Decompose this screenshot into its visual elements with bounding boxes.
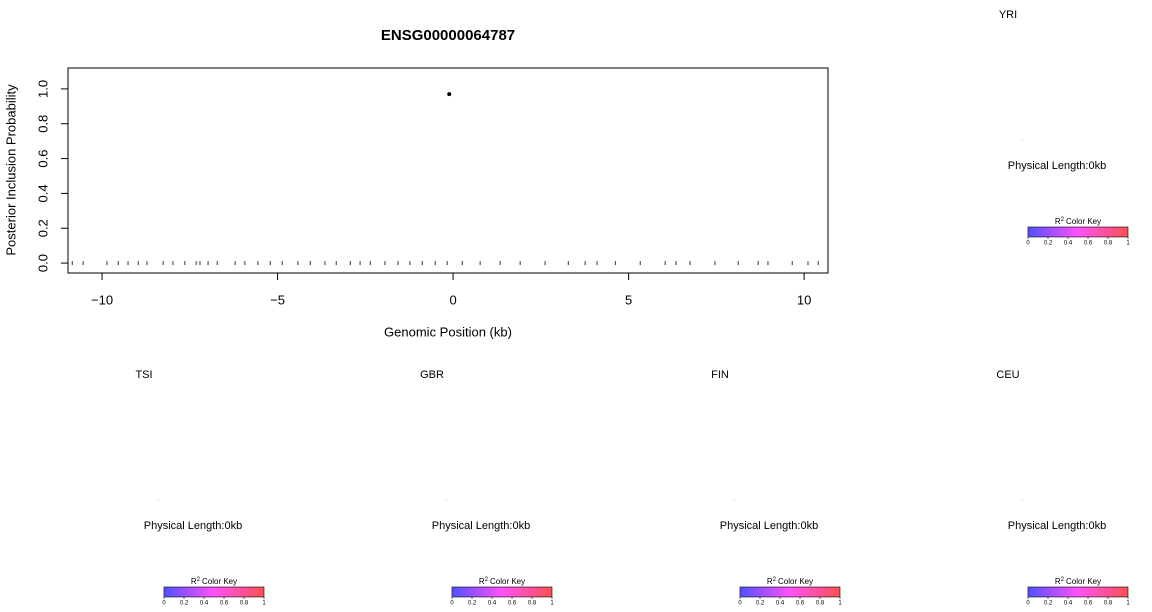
x-tick-label: 10	[797, 292, 811, 307]
ld-dot	[1021, 139, 1023, 141]
length-label: Physical Length:0kb	[432, 520, 530, 532]
key-tick-label: 0.6	[1084, 241, 1093, 247]
key-tick-label: 1	[838, 601, 842, 607]
color-key	[739, 586, 841, 598]
length-label: Physical Length:0kb	[1008, 520, 1106, 532]
key-tick-label: 0.6	[220, 601, 229, 607]
y-tick-label: 0.4	[35, 184, 50, 202]
key-tick-label: 0.4	[776, 601, 785, 607]
ld-dot	[1021, 499, 1023, 501]
key-tick-label: 1	[262, 601, 266, 607]
key-tick-label: 0.4	[1064, 601, 1073, 607]
key-tick-label: 0.4	[488, 601, 497, 607]
key-title-r: R	[1055, 577, 1061, 586]
color-key	[1027, 586, 1129, 598]
key-title-sup: 2	[773, 577, 777, 583]
key-tick-label: 1	[1126, 241, 1130, 247]
key-title-sup: 2	[1061, 217, 1065, 223]
plot-frame	[67, 67, 829, 274]
population-label: CEU	[996, 369, 1019, 381]
y-tick-label: 0.0	[35, 254, 50, 272]
key-title-r: R	[191, 577, 197, 586]
key-title-r: R	[1055, 217, 1061, 226]
key-tick-label: 0	[738, 601, 742, 607]
key-tick-label: 0.2	[1044, 601, 1053, 607]
key-tick-label: 0.8	[816, 601, 825, 607]
key-title-rest: Color Key	[490, 577, 525, 586]
key-tick-label: 0.6	[508, 601, 517, 607]
key-tick-label: 0.6	[796, 601, 805, 607]
key-tick-label: 0.2	[756, 601, 765, 607]
key-title-sup: 2	[197, 577, 201, 583]
key-tick-label: 0.4	[200, 601, 209, 607]
key-tick-label: 0	[162, 601, 166, 607]
color-key	[451, 586, 553, 598]
key-tick-label: 0.8	[240, 601, 249, 607]
key-title-rest: Color Key	[778, 577, 813, 586]
key-tick-label: 0.8	[1104, 241, 1113, 247]
key-tick-label: 0	[1026, 601, 1030, 607]
population-label: TSI	[135, 369, 152, 381]
key-tick-label: 0.8	[528, 601, 537, 607]
key-tick-label: 0.2	[468, 601, 477, 607]
point	[447, 92, 452, 97]
x-axis-title: Genomic Position (kb)	[384, 324, 512, 339]
chart-title: ENSG00000064787	[381, 27, 515, 44]
key-title: R2 Color Key	[479, 577, 525, 587]
key-title-sup: 2	[1061, 577, 1065, 583]
x-tick-label: 0	[449, 292, 456, 307]
key-tick-label: 0.2	[1044, 241, 1053, 247]
ld-dot	[445, 499, 447, 501]
x-tick-label: 5	[625, 292, 632, 307]
key-tick-label: 0	[450, 601, 454, 607]
key-title-rest: Color Key	[202, 577, 237, 586]
color-key	[163, 586, 265, 598]
key-title: R2 Color Key	[1055, 217, 1101, 227]
key-title: R2 Color Key	[191, 577, 237, 587]
y-tick-label: 0.8	[35, 115, 50, 133]
key-title-rest: Color Key	[1066, 577, 1101, 586]
y-tick-label: 0.6	[35, 150, 50, 168]
key-tick-label: 0.6	[1084, 601, 1093, 607]
key-tick-label: 0.8	[1104, 601, 1113, 607]
key-tick-label: 0	[1026, 241, 1030, 247]
population-label: GBR	[420, 369, 444, 381]
key-title-r: R	[767, 577, 773, 586]
y-tick-label: 1.0	[35, 80, 50, 98]
key-title-rest: Color Key	[1066, 217, 1101, 226]
color-key	[1027, 226, 1129, 238]
length-label: Physical Length:0kb	[1008, 160, 1106, 172]
key-tick-label: 0.4	[1064, 241, 1073, 247]
key-title: R2 Color Key	[767, 577, 813, 587]
y-tick-label: 0.2	[35, 219, 50, 237]
key-title: R2 Color Key	[1055, 577, 1101, 587]
key-title-r: R	[479, 577, 485, 586]
length-label: Physical Length:0kb	[144, 520, 242, 532]
population-label: FIN	[711, 369, 729, 381]
length-label: Physical Length:0kb	[720, 520, 818, 532]
ld-dot	[157, 499, 159, 501]
ld-dot	[733, 499, 735, 501]
key-tick-label: 0.2	[180, 601, 189, 607]
key-title-sup: 2	[485, 577, 489, 583]
x-tick-label: −5	[270, 292, 285, 307]
y-axis-title: Posterior Inclusion Probability	[3, 84, 18, 256]
key-tick-label: 1	[1126, 601, 1130, 607]
population-label: YRI	[999, 9, 1017, 21]
key-tick-label: 1	[550, 601, 554, 607]
x-tick-label: −10	[91, 292, 113, 307]
